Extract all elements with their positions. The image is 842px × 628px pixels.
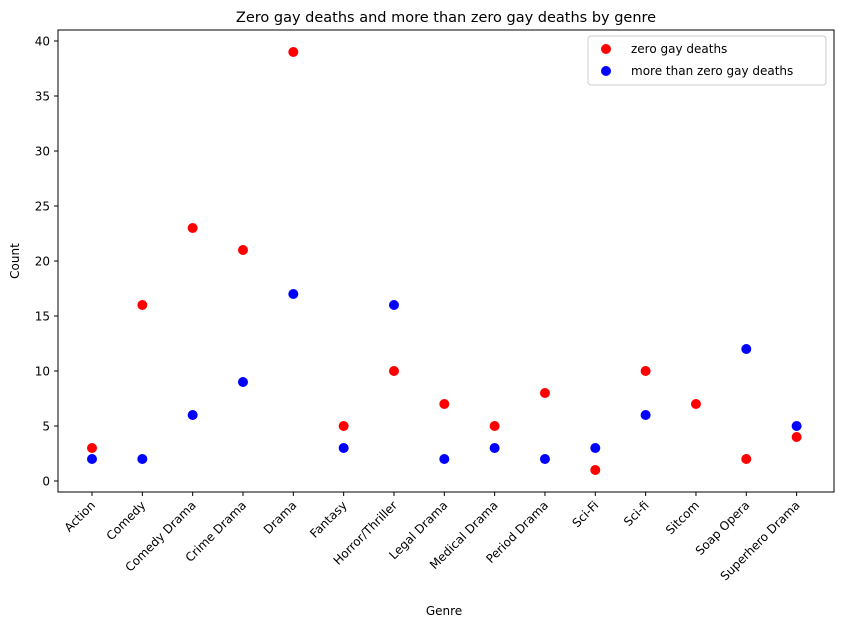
point-zero-gay-deaths-legal-drama xyxy=(439,399,450,409)
legend-box xyxy=(587,35,827,86)
point-zero-gay-deaths-medical-drama xyxy=(489,421,500,431)
point-zero-gay-deaths-superhero-drama xyxy=(791,432,802,442)
point-more-than-zero-gay-deaths-superhero-drama xyxy=(791,421,802,431)
point-more-than-zero-gay-deaths-drama xyxy=(288,289,299,299)
point-zero-gay-deaths-soap-opera xyxy=(741,454,752,464)
y-tick-label-0: 0 xyxy=(42,475,50,489)
y-tick-label-15: 15 xyxy=(35,310,50,324)
point-zero-gay-deaths-fantasy xyxy=(338,421,349,431)
legend-marker-more-than-zero-gay-deaths xyxy=(601,66,611,76)
y-tick-label-10: 10 xyxy=(35,365,50,379)
point-more-than-zero-gay-deaths-horror-thriller xyxy=(388,300,399,310)
chart-title: Zero gay deaths and more than zero gay d… xyxy=(236,10,656,26)
point-more-than-zero-gay-deaths-fantasy xyxy=(338,443,349,453)
point-zero-gay-deaths-sitcom xyxy=(690,399,701,409)
y-tick-label-30: 30 xyxy=(35,145,50,159)
point-zero-gay-deaths-sci-fi xyxy=(640,366,651,376)
point-zero-gay-deaths-period-drama xyxy=(539,388,550,398)
legend-label-zero-gay-deaths: zero gay deaths xyxy=(631,42,727,56)
point-more-than-zero-gay-deaths-sci-fi xyxy=(640,410,651,420)
y-tick-label-5: 5 xyxy=(42,420,50,434)
point-more-than-zero-gay-deaths-legal-drama xyxy=(439,454,450,464)
marks-layer xyxy=(87,47,802,475)
x-axis-title: Genre xyxy=(426,604,462,618)
point-zero-gay-deaths-comedy xyxy=(137,300,148,310)
y-tick-label-20: 20 xyxy=(35,255,50,269)
y-ticks: 0 5 10 15 20 25 30 35 40 xyxy=(35,35,58,489)
y-tick-label-25: 25 xyxy=(35,200,50,214)
point-more-than-zero-gay-deaths-medical-drama xyxy=(489,443,500,453)
point-more-than-zero-gay-deaths-action xyxy=(87,454,97,464)
point-more-than-zero-gay-deaths-sci-fi xyxy=(590,443,601,453)
point-zero-gay-deaths-horror-thriller xyxy=(388,366,399,376)
point-zero-gay-deaths-action xyxy=(87,443,97,453)
y-axis-title: Count xyxy=(8,243,22,279)
point-more-than-zero-gay-deaths-period-drama xyxy=(539,454,550,464)
point-zero-gay-deaths-comedy-drama xyxy=(187,223,198,233)
point-more-than-zero-gay-deaths-comedy xyxy=(137,454,148,464)
legend-marker-zero-gay-deaths xyxy=(601,44,611,54)
point-more-than-zero-gay-deaths-crime-drama xyxy=(237,377,248,387)
legend-label-more-than-zero-gay-deaths: more than zero gay deaths xyxy=(631,64,793,78)
point-zero-gay-deaths-drama xyxy=(288,47,299,57)
point-zero-gay-deaths-sci-fi xyxy=(590,465,601,475)
point-more-than-zero-gay-deaths-comedy-drama xyxy=(187,410,198,420)
point-zero-gay-deaths-crime-drama xyxy=(237,245,248,255)
point-more-than-zero-gay-deaths-soap-opera xyxy=(741,344,752,354)
y-tick-label-35: 35 xyxy=(35,90,50,104)
legend: zero gay deaths more than zero gay death… xyxy=(587,35,827,86)
y-tick-label-40: 40 xyxy=(35,35,50,49)
